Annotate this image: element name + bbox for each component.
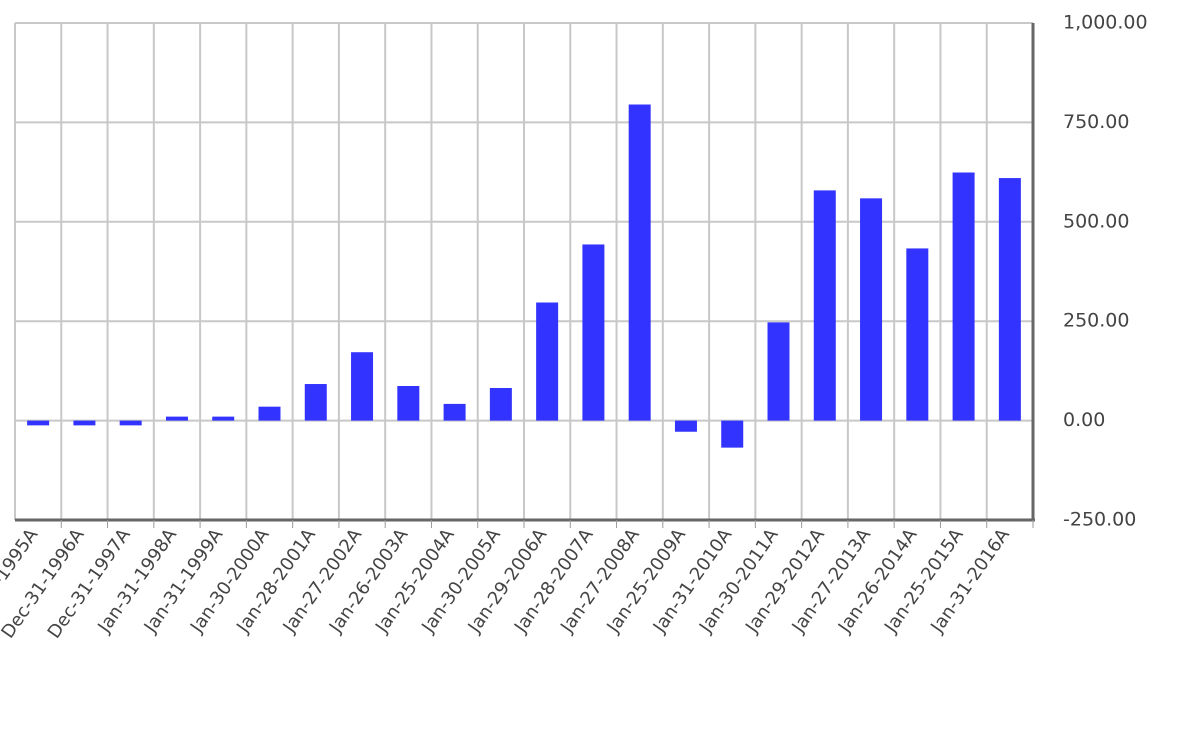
bar <box>258 406 281 421</box>
y-tick-label: 0.00 <box>1063 409 1105 431</box>
bar <box>119 420 142 426</box>
bar <box>998 178 1021 421</box>
bar <box>351 352 374 421</box>
bar <box>536 302 559 421</box>
bar <box>582 244 605 421</box>
bar <box>674 420 697 432</box>
bar <box>860 198 883 421</box>
y-tick-label: -250.00 <box>1063 509 1136 531</box>
bar <box>165 416 188 421</box>
y-tick-label: 750.00 <box>1063 111 1129 133</box>
bar <box>443 403 466 421</box>
bar <box>721 420 744 448</box>
bar <box>489 387 512 421</box>
bar <box>813 190 836 421</box>
x-tick-label: Dec-31-1997A <box>44 524 135 642</box>
bar <box>27 420 50 426</box>
bar <box>73 420 96 426</box>
bar <box>952 172 975 421</box>
y-tick-label: 250.00 <box>1063 310 1129 332</box>
bar <box>767 322 790 421</box>
y-tick-label: 500.00 <box>1063 210 1129 232</box>
bar <box>304 384 327 421</box>
bar <box>212 416 235 421</box>
bar <box>397 386 420 421</box>
bar <box>628 104 651 421</box>
y-tick-label: 1,000.00 <box>1063 12 1148 34</box>
bar <box>906 248 929 421</box>
